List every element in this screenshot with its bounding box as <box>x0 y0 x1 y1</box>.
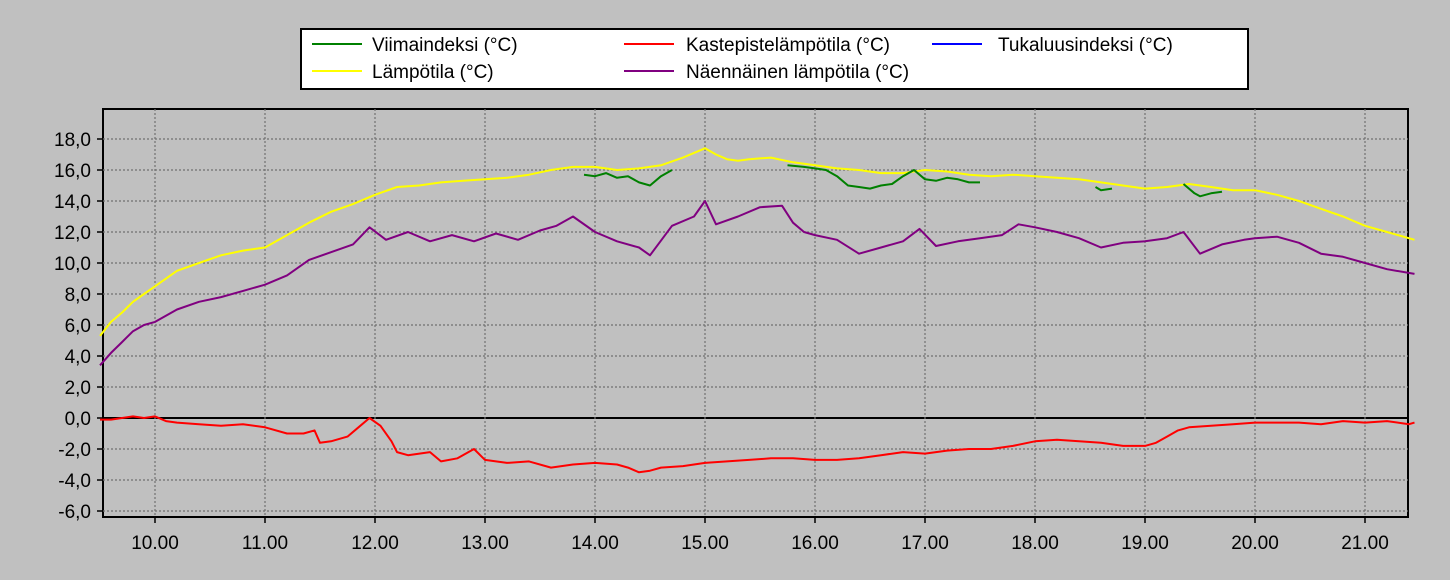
series-3-line <box>99 147 1415 337</box>
series-0-line <box>787 164 980 190</box>
y-tick-label: -4,0 <box>58 471 91 492</box>
series-0-line <box>1182 183 1223 198</box>
x-tick-label: 13.00 <box>461 533 509 554</box>
series-0-line <box>583 169 673 187</box>
x-tick-label: 16.00 <box>791 533 839 554</box>
legend-entries: Viimaindeksi (°C) Kastepistelämpötila (°C… <box>312 35 1173 83</box>
legend-label: Tukaluusindeksi (°C) <box>998 35 1173 56</box>
x-tick-label: 15.00 <box>681 533 729 554</box>
series-4-line <box>99 200 1415 366</box>
grid-lines <box>103 109 1408 517</box>
series-group <box>99 147 1415 474</box>
x-axis: 10.00 11.00 12.00 13.00 14.00 15.00 16.00 17.00… <box>131 517 1389 554</box>
legend-label: Näennäinen lämpötila (°C) <box>686 62 909 83</box>
y-tick-label: 10,0 <box>54 254 91 275</box>
x-tick-label: 17.00 <box>901 533 949 554</box>
x-tick-label: 21.00 <box>1341 533 1389 554</box>
y-tick-label: 18,0 <box>54 130 91 151</box>
y-tick-label: -6,0 <box>58 502 91 523</box>
y-tick-label: 14,0 <box>54 192 91 213</box>
y-tick-label: 4,0 <box>65 347 91 368</box>
y-tick-label: 6,0 <box>65 316 91 337</box>
y-tick-label: 0,0 <box>65 409 91 430</box>
legend-label: Kastepistelämpötila (°C) <box>686 35 890 56</box>
legend-box <box>300 28 1249 90</box>
y-tick-label: -2,0 <box>58 440 91 461</box>
x-tick-label: 11.00 <box>242 533 288 554</box>
legend-label: Lämpötila (°C) <box>372 62 494 83</box>
series-1-line <box>100 415 1415 474</box>
legend-label: Viimaindeksi (°C) <box>372 35 518 56</box>
legend: Viimaindeksi (°C) Kastepistelämpötila (°C… <box>300 28 1249 90</box>
series-0-line <box>1094 186 1113 192</box>
x-tick-label: 12.00 <box>351 533 399 554</box>
y-tick-label: 16,0 <box>54 161 91 182</box>
x-tick-label: 14.00 <box>571 533 619 554</box>
y-axis: -6,0 -4,0 -2,0 0,0 2,0 4,0 6,0 8,0 10,0 12,0 14,0 1… <box>54 130 103 523</box>
x-tick-label: 18.00 <box>1011 533 1059 554</box>
y-tick-label: 2,0 <box>65 378 91 399</box>
x-tick-label: 19.00 <box>1121 533 1169 554</box>
y-tick-label: 12,0 <box>54 223 91 244</box>
y-tick-label: 8,0 <box>65 285 91 306</box>
x-tick-label: 10.00 <box>131 533 179 554</box>
x-tick-label: 20.00 <box>1231 533 1279 554</box>
